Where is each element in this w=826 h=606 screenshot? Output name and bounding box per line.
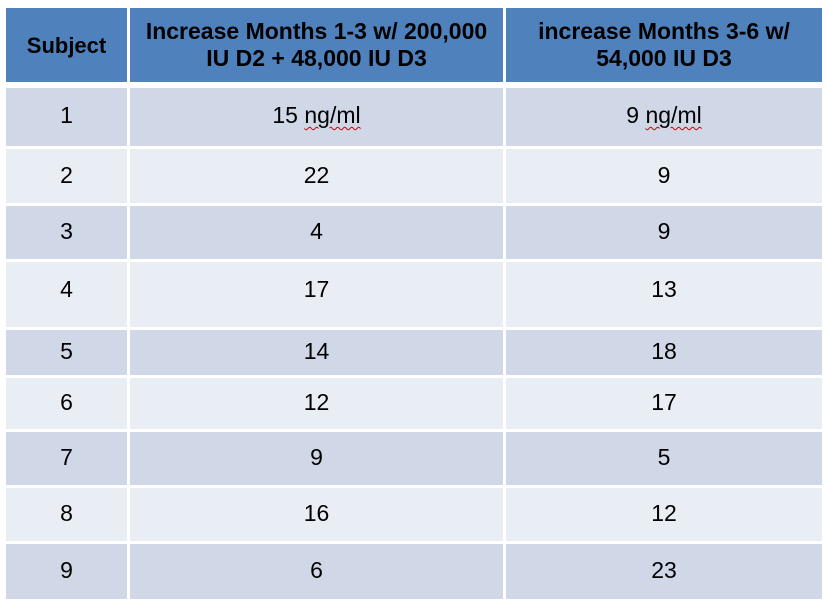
subject-cell: 7	[6, 432, 130, 485]
table-row: 6 12 17	[6, 378, 822, 432]
table-row: 1 15 ng/ml 9 ng/ml	[6, 88, 822, 149]
months-1-3-cell: 6	[130, 544, 506, 599]
header-months-1-3: Increase Months 1-3 w/ 200,000 IU D2 + 4…	[130, 8, 506, 82]
months-3-6-cell: 9	[657, 218, 671, 244]
unit: ng/ml	[645, 102, 702, 128]
table-row: 2 22 9	[6, 149, 822, 206]
months-3-6-cell: 12	[651, 500, 677, 526]
value: 15	[272, 102, 298, 128]
months-3-6-cell: 9	[657, 161, 671, 188]
value: 9	[626, 102, 640, 128]
table-row: 5 14 18	[6, 330, 822, 378]
table-row: 8 16 12	[6, 488, 822, 544]
table-row: 4 17 13	[6, 262, 822, 330]
table-row: 3 4 9	[6, 206, 822, 262]
months-3-6-cell: 23	[651, 557, 677, 583]
months-1-3-cell: 15 ng/ml	[130, 88, 506, 146]
table-header-row: Subject Increase Months 1-3 w/ 200,000 I…	[6, 8, 822, 88]
months-1-3-cell: 12	[130, 378, 506, 429]
months-1-3-cell: 16	[130, 488, 506, 541]
months-1-3-cell: 14	[130, 330, 506, 375]
months-3-6-cell: 13	[651, 276, 677, 302]
months-1-3-cell: 22	[130, 149, 506, 203]
header-subject: Subject	[6, 8, 130, 82]
months-1-3-cell: 17	[130, 262, 506, 327]
unit: ng/ml	[304, 102, 361, 128]
months-3-6-cell: 18	[651, 338, 677, 364]
months-3-6-cell: 5	[657, 444, 671, 470]
header-months-3-6: increase Months 3-6 w/ 54,000 IU D3	[538, 18, 790, 71]
months-1-3-cell: 9	[130, 432, 506, 485]
vitamin-d-table: Subject Increase Months 1-3 w/ 200,000 I…	[6, 8, 822, 599]
subject-cell: 4	[6, 262, 130, 327]
months-1-3-cell: 4	[130, 206, 506, 259]
subject-cell: 9	[6, 544, 130, 599]
subject-cell: 6	[6, 378, 130, 429]
table-row: 9 6 23	[6, 544, 822, 599]
months-3-6-cell: 9 ng/ml	[506, 88, 822, 146]
months-3-6-cell: 17	[651, 389, 677, 415]
table-row: 7 9 5	[6, 432, 822, 488]
subject-cell: 2	[6, 149, 130, 203]
subject-cell: 8	[6, 488, 130, 541]
subject-cell: 5	[6, 330, 130, 375]
subject-cell: 1	[6, 88, 130, 146]
subject-cell: 3	[6, 206, 130, 259]
